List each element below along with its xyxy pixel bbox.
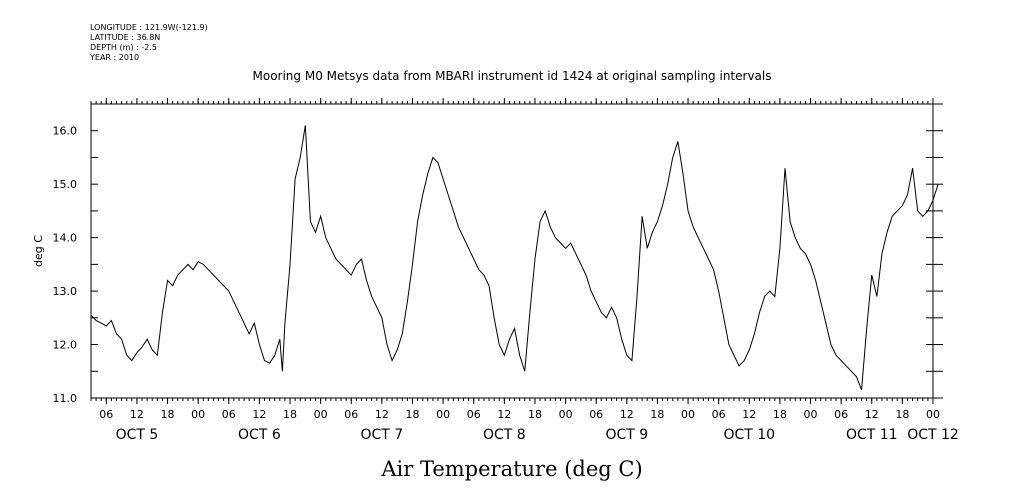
x-tick-label: 18: [528, 408, 542, 421]
meta-depth: DEPTH (m) : -2.5: [90, 43, 157, 52]
x-tick-label: 18: [895, 408, 909, 421]
x-tick-label: 06: [344, 408, 358, 421]
x-day-label: OCT 12: [907, 427, 959, 443]
x-tick-label: 18: [405, 408, 419, 421]
x-tick-label: 06: [99, 408, 113, 421]
x-day-label: OCT 9: [605, 427, 648, 443]
y-tick-label: 14.0: [53, 232, 78, 245]
meta-year: YEAR : 2010: [89, 53, 139, 62]
x-tick-label: 00: [559, 408, 573, 421]
x-day-label: OCT 7: [361, 427, 404, 443]
axis-labels: 06 12 18 00 06 12 18 00 06 12 18 00 06 12 18 00 06 12 18 00…: [53, 125, 959, 443]
series-line: [90, 125, 939, 391]
x-day-label: OCT 6: [238, 427, 281, 443]
x-day-label: OCT 8: [483, 427, 526, 443]
x-tick-label: 00: [436, 408, 450, 421]
x-tick-label: 12: [375, 408, 389, 421]
x-tick-label: 06: [834, 408, 848, 421]
y-tick-label: 13.0: [53, 285, 78, 298]
meta-longitude: LONGITUDE : 121.9W(-121.9): [90, 23, 208, 32]
x-axis-title: Air Temperature (deg C): [380, 457, 642, 481]
x-tick-label: 00: [314, 408, 328, 421]
x-tick-label: 12: [252, 408, 266, 421]
plot-frame: [90, 103, 934, 399]
x-tick-label: 00: [191, 408, 205, 421]
x-tick-label: 12: [130, 408, 144, 421]
x-tick-label: 12: [865, 408, 879, 421]
y-axis-label: deg C: [32, 235, 45, 267]
meta-latitude: LATITUDE : 36.8N: [90, 33, 160, 42]
chart-title: Mooring M0 Metsys data from MBARI instru…: [253, 69, 772, 83]
x-tick-label: 18: [773, 408, 787, 421]
y-tick-label: 15.0: [53, 178, 78, 191]
x-day-label: OCT 11: [846, 427, 898, 443]
x-tick-label: 06: [467, 408, 481, 421]
x-tick-label: 00: [681, 408, 695, 421]
y-tick-label: 16.0: [53, 125, 78, 138]
x-tick-label: 18: [161, 408, 175, 421]
x-day-label: OCT 5: [116, 427, 159, 443]
x-tick-label: 18: [650, 408, 664, 421]
x-tick-label: 00: [804, 408, 818, 421]
x-tick-label: 18: [283, 408, 297, 421]
x-day-label: OCT 10: [723, 427, 775, 443]
axis-ticks: [90, 98, 943, 404]
x-tick-label: 06: [712, 408, 726, 421]
y-tick-label: 11.0: [53, 392, 78, 405]
x-tick-label: 12: [742, 408, 756, 421]
x-tick-label: 12: [620, 408, 634, 421]
x-tick-label: 00: [926, 408, 940, 421]
x-tick-label: 06: [222, 408, 236, 421]
x-tick-label: 12: [497, 408, 511, 421]
x-tick-label: 06: [589, 408, 603, 421]
y-tick-label: 12.0: [53, 339, 78, 352]
